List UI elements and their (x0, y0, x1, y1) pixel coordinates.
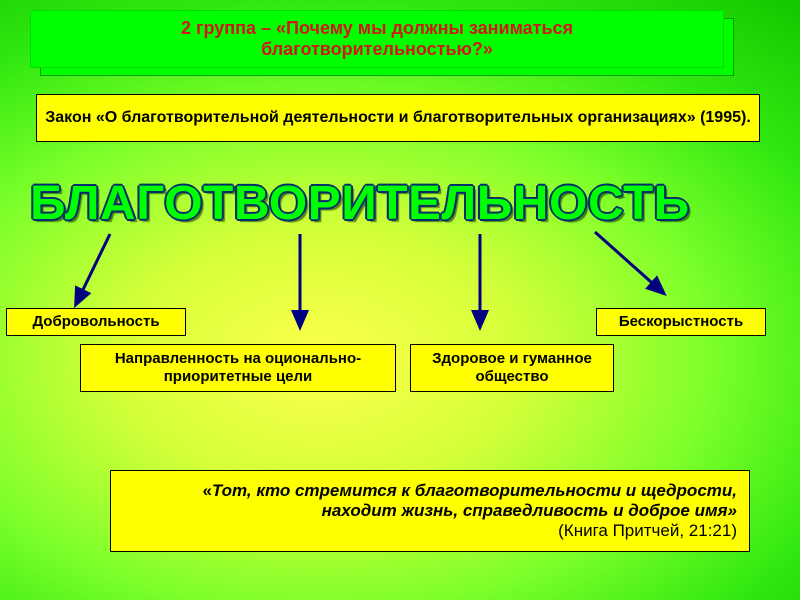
branch-3: Направленность на оционально-приоритетны… (80, 344, 396, 392)
quote-line-2: находит жизнь, справедливость и доброе и… (123, 501, 737, 521)
main-heading: БЛАГОТВОРИТЕЛЬНОСТЬ (30, 176, 690, 231)
quote-box: «Тот, кто стремится к благотворительност… (110, 470, 750, 552)
title-box: 2 группа – «Почему мы должны заниматься … (30, 10, 724, 68)
arrow-1 (78, 234, 110, 300)
arrow-4 (595, 232, 660, 290)
title-line-2: благотворительностью?» (31, 39, 723, 60)
branch-1: Добровольность (6, 308, 186, 336)
title-line-1: 2 группа – «Почему мы должны заниматься (31, 18, 723, 39)
title-rest-1: – «Почему мы должны заниматься (256, 18, 573, 38)
branch-4: Здоровое и гуманное общество (410, 344, 614, 392)
quote-source: (Книга Притчей, 21:21) (123, 521, 737, 541)
title-prefix: 2 группа (181, 18, 256, 38)
branch-2: Бескорыстность (596, 308, 766, 336)
slide-content: 2 группа – «Почему мы должны заниматься … (0, 0, 800, 600)
law-text: Закон «О благотворительной деятельности … (45, 109, 751, 127)
law-box: Закон «О благотворительной деятельности … (36, 94, 760, 142)
quote-line-1: «Тот, кто стремится к благотворительност… (123, 481, 737, 501)
